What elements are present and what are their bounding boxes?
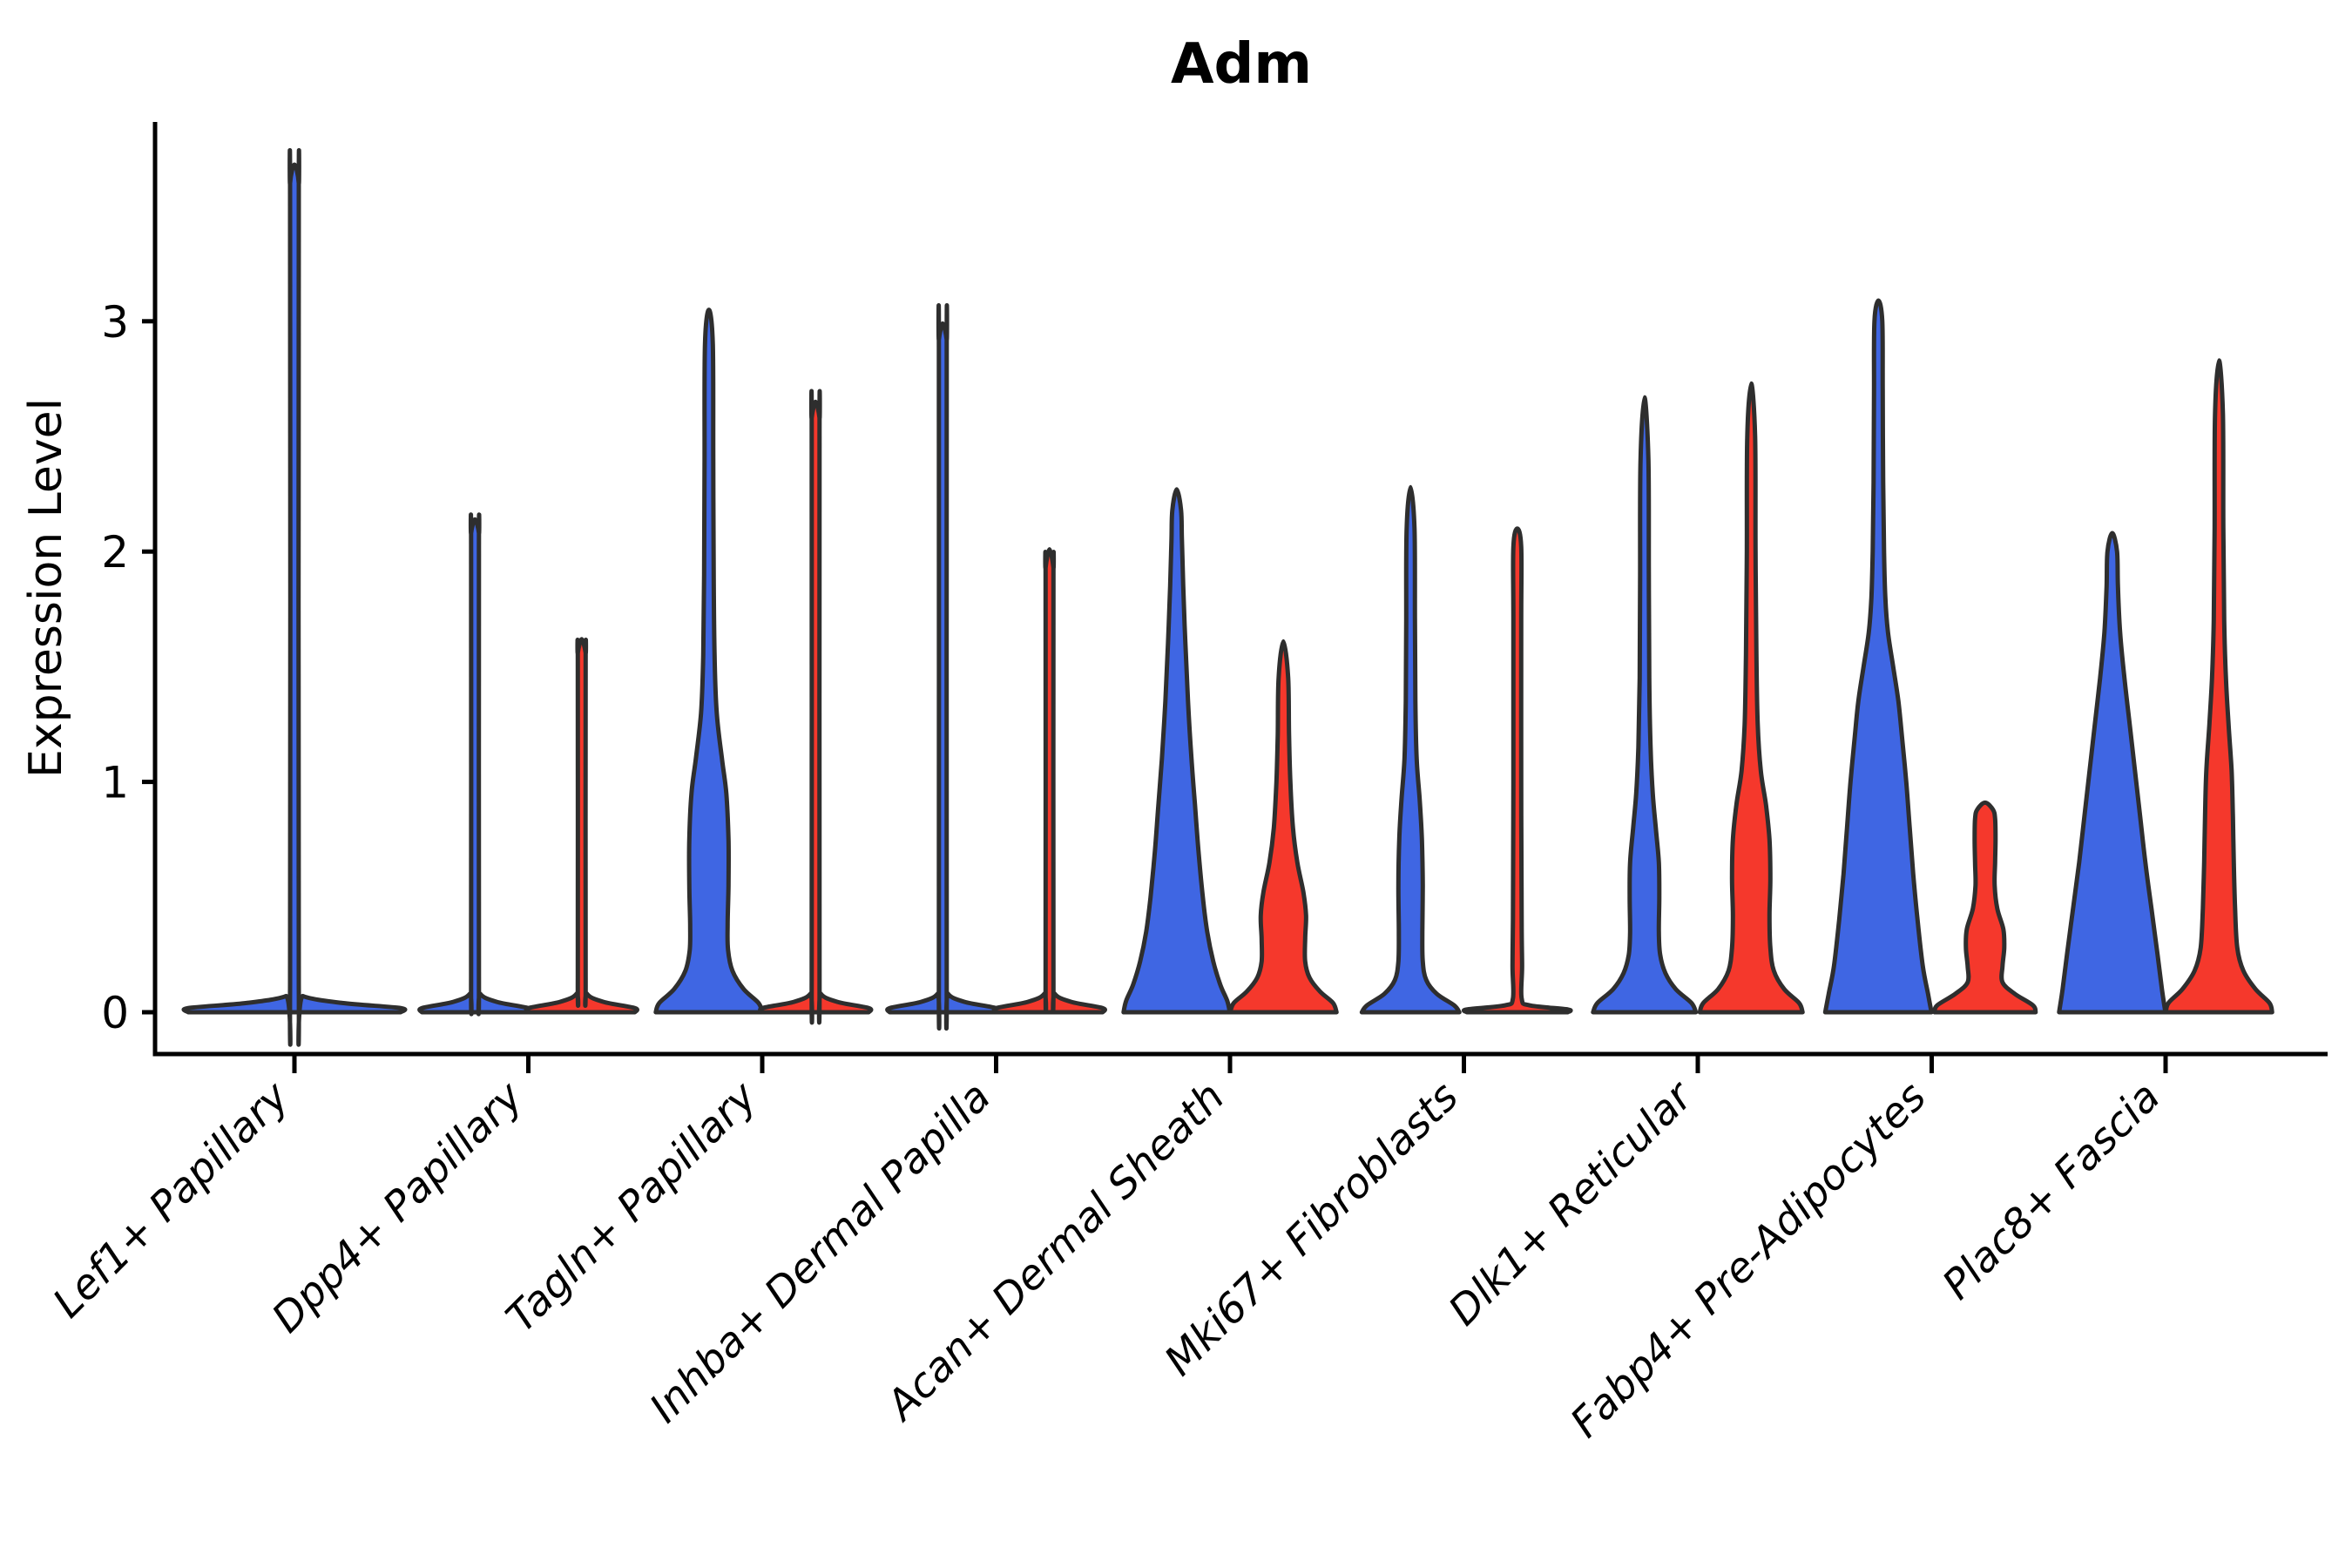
- violin-acan-dermal-sheath-left: [1121, 487, 1233, 1015]
- violin-tagln-papillary-right: [758, 389, 874, 1025]
- y-tick-label: 2: [101, 527, 129, 578]
- x-tick-label-dpp4-papillary: Dpp4+ Papillary: [263, 1072, 533, 1342]
- violin-mki67-fibroblasts-right: [1462, 526, 1573, 1015]
- violin-acan-dermal-sheath-right: [1227, 639, 1339, 1015]
- y-axis-label: Expression Level: [20, 398, 72, 778]
- y-tick-label: 0: [101, 988, 129, 1038]
- violin-plac8-fascia-left: [2057, 531, 2168, 1015]
- x-tick-label-dlk1-reticular: Dlk1+ Reticular: [1440, 1071, 1704, 1335]
- y-tick-label: 3: [101, 297, 129, 348]
- y-axis-ticks: 0 1 2 3: [101, 297, 155, 1038]
- violin-mki67-fibroblasts-left: [1359, 484, 1462, 1015]
- violin-dpp4-papillary-right: [524, 637, 639, 1015]
- violin-inhba-dermal-papilla-right: [991, 547, 1107, 1015]
- violin-fabp4-pre-adipocytes-right: [1932, 800, 2038, 1015]
- violin-lef1-papillary-center: [181, 148, 408, 1047]
- violin-dlk1-reticular-left: [1591, 395, 1699, 1015]
- violin-tagln-papillary-left: [653, 308, 765, 1015]
- violins-layer: [181, 148, 2274, 1047]
- violin-inhba-dermal-papilla-left: [885, 303, 1001, 1031]
- chart-title: Adm: [1171, 32, 1312, 97]
- x-tick-label-tagln-papillary: Tagln+ Papillary: [497, 1072, 767, 1342]
- y-tick-label: 1: [101, 758, 129, 808]
- violin-dlk1-reticular-right: [1697, 381, 1805, 1015]
- x-tick-label-plac8-fascia: Plac8+ Fascia: [1933, 1073, 2169, 1309]
- x-tick-label-lef1-papillary: Lef1+ Papillary: [44, 1072, 299, 1328]
- violin-dpp4-papillary-left: [417, 512, 533, 1017]
- violin-fabp4-pre-adipocytes-left: [1822, 298, 1934, 1015]
- violin-plac8-fascia-right: [2163, 358, 2274, 1015]
